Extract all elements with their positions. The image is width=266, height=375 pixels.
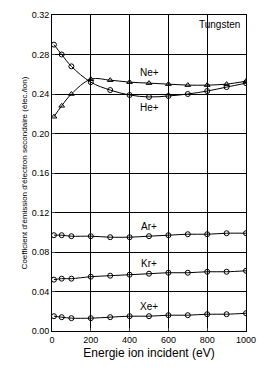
svg-text:0.16: 0.16 bbox=[32, 168, 50, 178]
svg-text:He+: He+ bbox=[140, 102, 159, 113]
svg-text:Tungsten: Tungsten bbox=[199, 19, 240, 30]
svg-text:400: 400 bbox=[122, 335, 137, 345]
svg-text:0.08: 0.08 bbox=[32, 247, 50, 257]
svg-text:800: 800 bbox=[200, 335, 215, 345]
svg-text:0.12: 0.12 bbox=[32, 208, 50, 218]
svg-text:200: 200 bbox=[83, 335, 98, 345]
svg-text:0.24: 0.24 bbox=[32, 89, 50, 99]
svg-text:Kr+: Kr+ bbox=[141, 258, 157, 269]
svg-text:0.20: 0.20 bbox=[32, 129, 50, 139]
svg-text:0.00: 0.00 bbox=[32, 326, 50, 336]
svg-text:Xe+: Xe+ bbox=[140, 301, 158, 312]
svg-text:600: 600 bbox=[161, 335, 176, 345]
svg-text:Ar+: Ar+ bbox=[141, 221, 157, 232]
svg-text:0.32: 0.32 bbox=[32, 10, 50, 20]
svg-text:0: 0 bbox=[49, 335, 54, 345]
svg-text:1000: 1000 bbox=[236, 335, 256, 345]
svg-text:0.04: 0.04 bbox=[32, 287, 50, 297]
svg-text:Energie ion incident (eV): Energie ion incident (eV) bbox=[83, 346, 214, 360]
svg-text:Ne+: Ne+ bbox=[140, 67, 159, 78]
svg-text:Coefficient d'émission d'élect: Coefficient d'émission d'électron second… bbox=[20, 76, 29, 269]
svg-text:0.28: 0.28 bbox=[32, 50, 50, 60]
